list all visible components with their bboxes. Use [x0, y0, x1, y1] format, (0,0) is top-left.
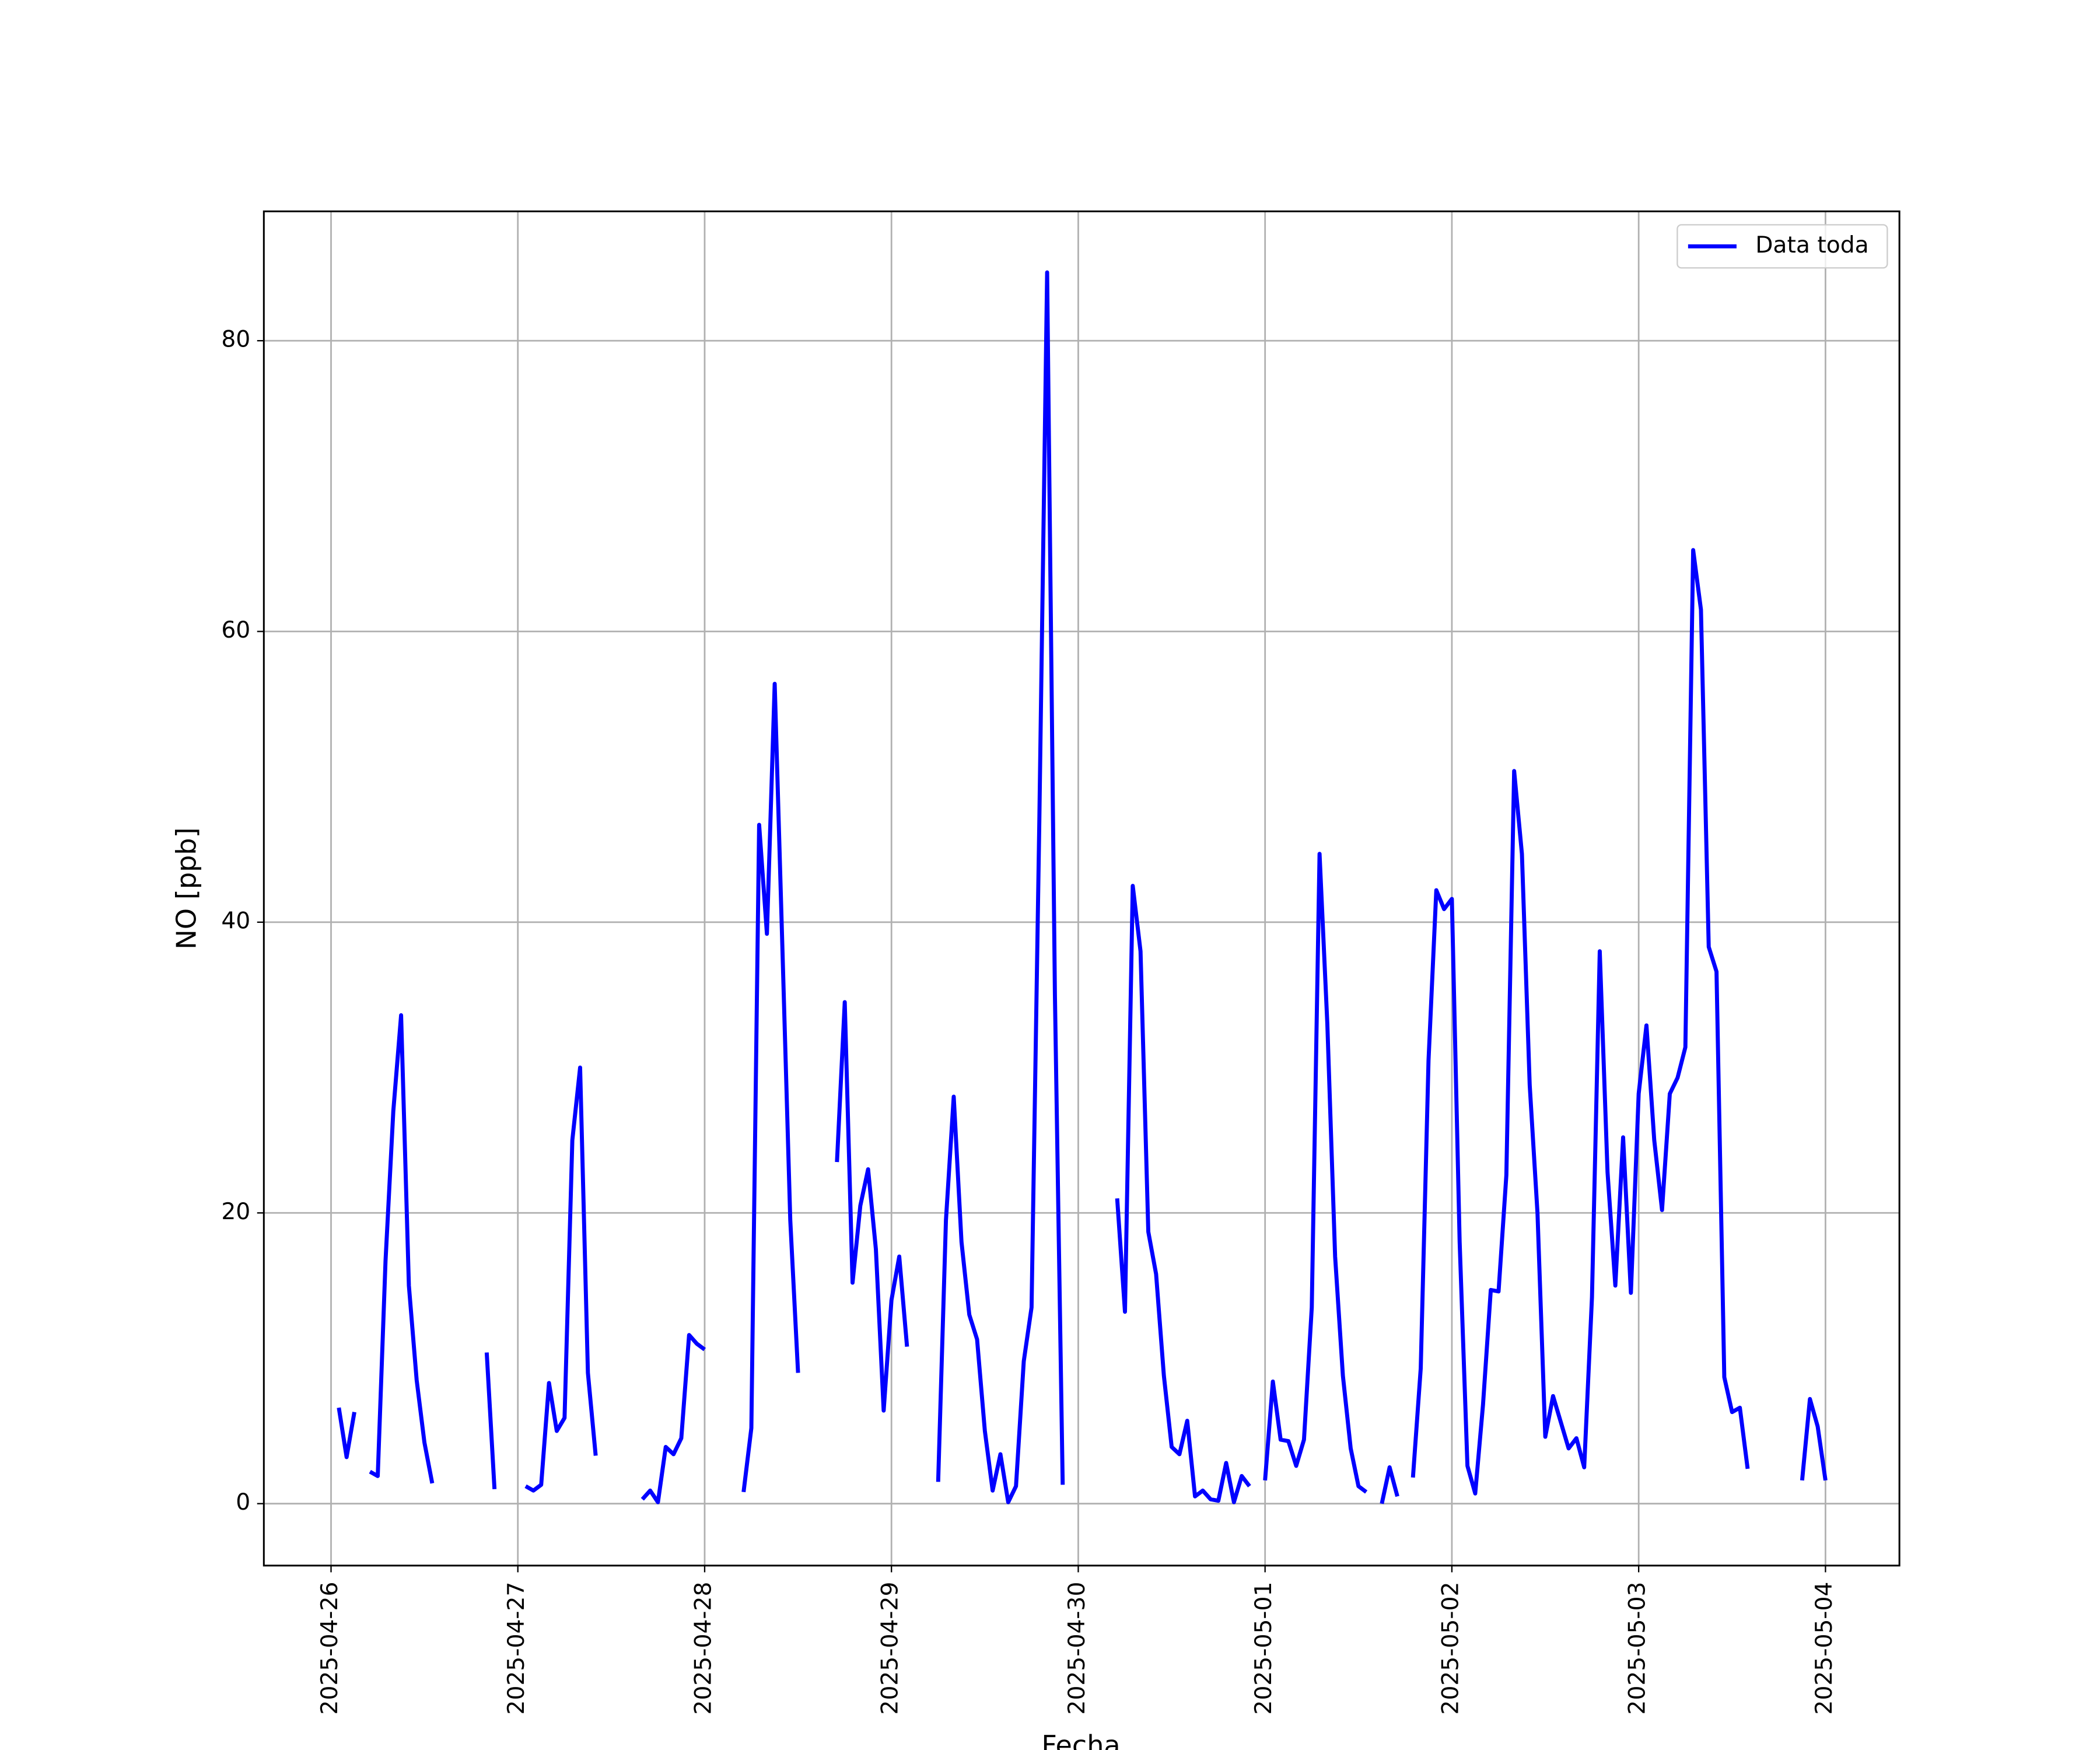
x-tick-label: 2025-04-28: [690, 1582, 716, 1715]
x-tick-label: 2025-05-03: [1625, 1582, 1651, 1715]
y-axis-label: NO [ppb]: [171, 827, 202, 949]
x-tick-label: 2025-05-01: [1251, 1582, 1277, 1715]
x-axis-label: Fecha: [1041, 1730, 1120, 1750]
legend-label: Data toda: [1755, 232, 1868, 258]
x-tick-label: 2025-04-26: [317, 1582, 343, 1715]
data-line: [337, 270, 1828, 1504]
x-tick-label: 2025-04-30: [1064, 1582, 1090, 1715]
x-tick-label: 2025-04-27: [503, 1582, 530, 1715]
y-tick-label: 80: [221, 327, 250, 353]
x-tick-label: 2025-05-02: [1437, 1582, 1464, 1715]
y-tick-label: 20: [221, 1199, 250, 1225]
y-tick-label: 0: [236, 1489, 250, 1516]
legend: Data toda: [1676, 224, 1888, 269]
x-tick-label: 2025-05-04: [1811, 1582, 1838, 1715]
legend-box: [1676, 224, 1888, 269]
plot-frame: [262, 210, 1901, 1567]
y-tick-label: 40: [221, 908, 250, 934]
y-tick-label: 60: [221, 617, 250, 643]
x-tick-label: 2025-04-29: [877, 1582, 904, 1715]
